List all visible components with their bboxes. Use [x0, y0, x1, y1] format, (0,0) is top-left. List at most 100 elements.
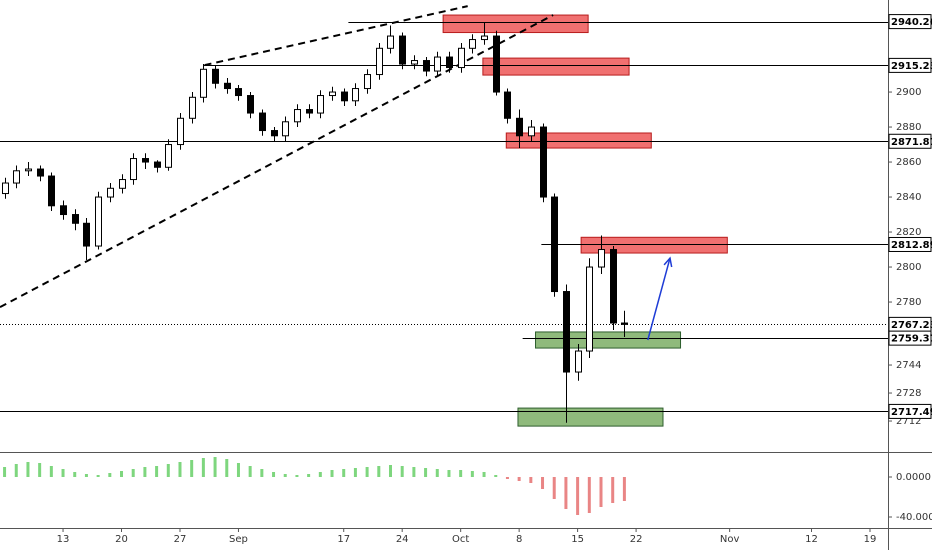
x-tick-label: 27 — [174, 534, 187, 545]
candle-body — [60, 205, 67, 216]
candle-body — [598, 249, 605, 268]
osc-bar — [435, 469, 439, 477]
osc-bar — [459, 470, 463, 477]
candle-body — [423, 60, 430, 72]
y-tick-label: 2840 — [896, 192, 921, 203]
osc-bar — [388, 465, 392, 477]
x-tick-label: 15 — [571, 534, 584, 545]
osc-bar — [26, 462, 30, 477]
trendline — [204, 5, 468, 67]
candle-body — [189, 96, 196, 119]
y-tick-label: 2728 — [896, 388, 921, 399]
candle-body — [411, 60, 418, 65]
candle-body — [294, 109, 301, 123]
candle-body — [586, 266, 593, 352]
osc-bar — [96, 475, 100, 477]
level-label: 2767.23 — [891, 320, 932, 331]
osc-bar — [517, 477, 521, 481]
osc-bar — [330, 470, 334, 477]
osc-bar — [178, 462, 182, 477]
osc-bar — [3, 467, 7, 477]
candle-body — [142, 158, 149, 163]
axis-labels: 2900288028602840282028002780274427282712… — [57, 14, 932, 545]
level-label-box — [888, 236, 932, 252]
osc-bar — [552, 477, 556, 499]
osc-bar — [482, 472, 486, 477]
osc-bar — [108, 473, 112, 477]
candle-body — [72, 214, 79, 224]
osc-bar — [73, 472, 77, 477]
osc-bar — [494, 475, 498, 477]
osc-bar — [131, 469, 135, 477]
osc-bar — [564, 477, 568, 509]
x-tick-label: 12 — [805, 534, 818, 545]
candle-body — [235, 88, 242, 97]
level-label-box — [888, 133, 932, 149]
candle-body — [387, 35, 394, 49]
osc-bar — [307, 474, 311, 477]
osc-bar — [424, 468, 428, 477]
candle-body — [259, 112, 266, 132]
candle-body — [48, 175, 55, 207]
osc-bar — [353, 468, 357, 477]
osc-bar — [470, 471, 474, 477]
candle-body — [446, 56, 453, 69]
candle-body — [504, 91, 511, 119]
candle-body — [306, 109, 313, 114]
candle-body — [341, 91, 348, 102]
candle-body — [481, 35, 488, 41]
osc-bar — [260, 469, 264, 477]
osc-bar — [576, 477, 580, 515]
osc-bar — [201, 458, 205, 477]
arrow-head — [663, 256, 673, 268]
level-label: 2871.87 — [891, 137, 932, 148]
level-label: 2717.49 — [891, 407, 932, 418]
candle-body — [177, 117, 184, 146]
osc-bar — [295, 475, 299, 477]
candle-body — [165, 144, 172, 168]
x-tick-label: Nov — [720, 534, 740, 545]
osc-bar — [447, 470, 451, 477]
candle-body — [224, 82, 231, 90]
osc-y-tick-label: 0.0000 — [896, 472, 931, 483]
y-tick-label: 2900 — [896, 87, 921, 98]
osc-bar — [155, 466, 159, 477]
osc-bar — [283, 474, 287, 477]
osc-y-tick-label: -40.0000 — [896, 512, 932, 523]
x-tick-label: 20 — [115, 534, 128, 545]
x-tick-label: Oct — [452, 534, 469, 545]
candle-body — [13, 170, 20, 184]
candle-body — [37, 168, 44, 177]
candle-body — [610, 249, 617, 324]
y-tick-label: 2820 — [896, 227, 921, 238]
y-tick-label: 2744 — [896, 360, 921, 371]
price-pane — [0, 5, 888, 427]
osc-bar — [505, 477, 509, 479]
candle-body — [352, 88, 359, 102]
x-tick-label: 24 — [396, 534, 409, 545]
candle-body — [329, 91, 336, 97]
osc-bar — [529, 477, 533, 483]
candle-body — [516, 117, 523, 137]
candle-body — [282, 121, 289, 137]
zone — [535, 331, 682, 349]
level-label-box — [888, 330, 932, 346]
osc-bar — [84, 474, 88, 477]
y-tick-label: 2860 — [896, 157, 921, 168]
osc-bar — [213, 457, 217, 477]
candle-body — [200, 68, 207, 98]
x-tick-label: 22 — [630, 534, 643, 545]
zone — [517, 407, 664, 427]
candle-body — [212, 68, 219, 84]
x-tick-label: 17 — [337, 534, 350, 545]
osc-bar — [272, 472, 276, 477]
osc-bar — [611, 477, 615, 503]
y-tick-label: 2780 — [896, 297, 921, 308]
candle-body — [2, 182, 9, 195]
y-tick-label: 2712 — [896, 416, 921, 427]
candle-body — [434, 56, 441, 72]
level-label-box — [888, 14, 932, 30]
osc-bar — [120, 471, 124, 477]
candle-body — [621, 322, 628, 325]
